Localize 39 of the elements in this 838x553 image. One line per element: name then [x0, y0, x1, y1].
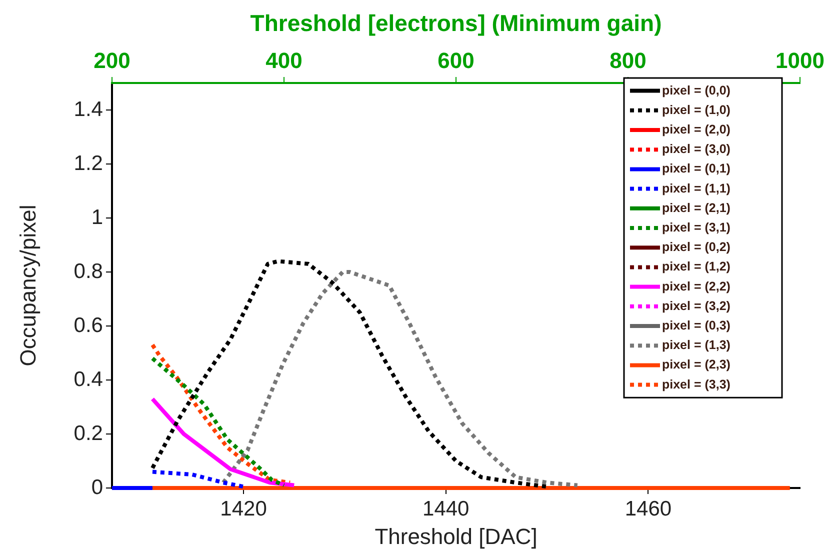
x2-tick-label: 400 — [266, 48, 302, 73]
x-tick-label: 1460 — [624, 497, 672, 520]
legend-label: pixel = (3,0) — [662, 142, 730, 156]
y-axis-title: Occupancy/pixel — [15, 204, 40, 366]
line-series — [150, 470, 246, 489]
y-tick-label: 0.6 — [74, 314, 103, 337]
legend-label: pixel = (1,1) — [662, 181, 730, 196]
x-tick-label: 1420 — [220, 497, 267, 520]
legend-label: pixel = (2,3) — [662, 358, 730, 372]
line-series — [150, 342, 292, 485]
x2-tick-label: 200 — [94, 48, 130, 73]
legend-label: pixel = (1,2) — [662, 260, 730, 274]
legend-label: pixel = (0,3) — [662, 318, 730, 332]
legend-label: pixel = (1,3) — [662, 338, 730, 352]
y-tick-label: 0 — [91, 476, 103, 499]
y-tick-label: 0.4 — [74, 368, 104, 391]
y-tick-label: 1.4 — [74, 98, 104, 121]
x2-tick-label: 600 — [438, 48, 474, 73]
legend-label: pixel = (0,2) — [662, 240, 730, 254]
legend-label: pixel = (3,2) — [662, 298, 730, 313]
y-tick-label: 0.8 — [74, 260, 103, 283]
x2-axis-title: Threshold [electrons] (Minimum gain) — [250, 10, 662, 36]
x-tick-label: 1440 — [422, 497, 470, 520]
y-tick-label: 0.2 — [74, 422, 103, 445]
x2-tick-label: 800 — [610, 48, 646, 73]
legend-label: pixel = (2,0) — [662, 122, 730, 136]
x2-tick-label: 1000 — [776, 48, 824, 73]
line-series — [150, 356, 286, 488]
line-series — [221, 270, 580, 488]
legend-label: pixel = (0,1) — [662, 162, 730, 176]
legend-label: pixel = (1,0) — [662, 102, 730, 117]
legend-label: pixel = (2,2) — [662, 279, 730, 294]
y-tick-label: 1.2 — [74, 152, 103, 175]
y-tick-label: 1 — [91, 206, 103, 229]
x-axis-title: Threshold [DAC] — [374, 524, 538, 549]
legend-label: pixel = (3,1) — [662, 220, 730, 234]
legend-label: pixel = (0,0) — [662, 83, 730, 98]
legend-label: pixel = (3,3) — [662, 377, 730, 392]
legend-label: pixel = (2,1) — [662, 200, 730, 215]
